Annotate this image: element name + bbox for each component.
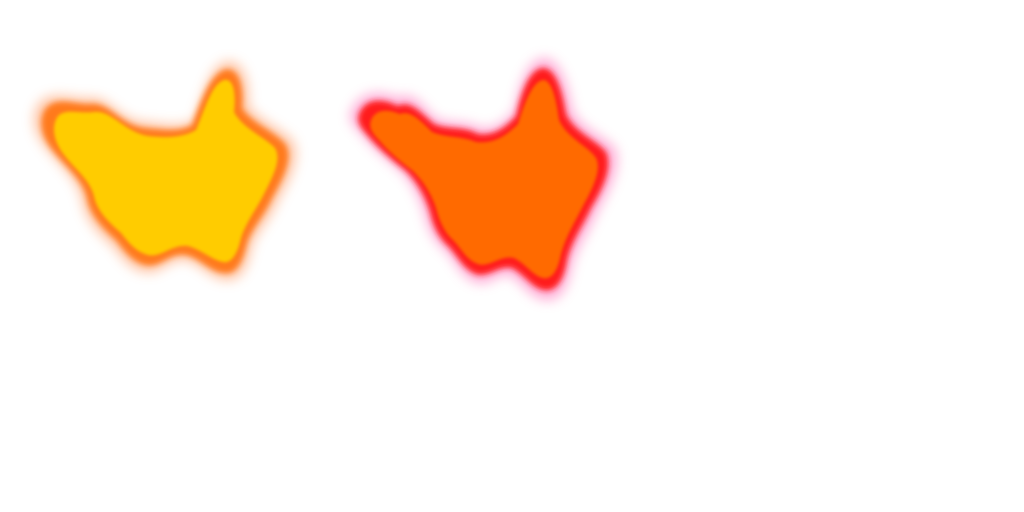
orange-splotch-image: [340, 50, 630, 310]
orange-splotch-fill: [370, 80, 598, 279]
orange-splotch-graphic: [350, 58, 618, 301]
yellow-splotch-image: [20, 50, 310, 300]
yellow-splotch-fill: [54, 79, 278, 263]
yellow-splotch-graphic: [34, 61, 296, 281]
